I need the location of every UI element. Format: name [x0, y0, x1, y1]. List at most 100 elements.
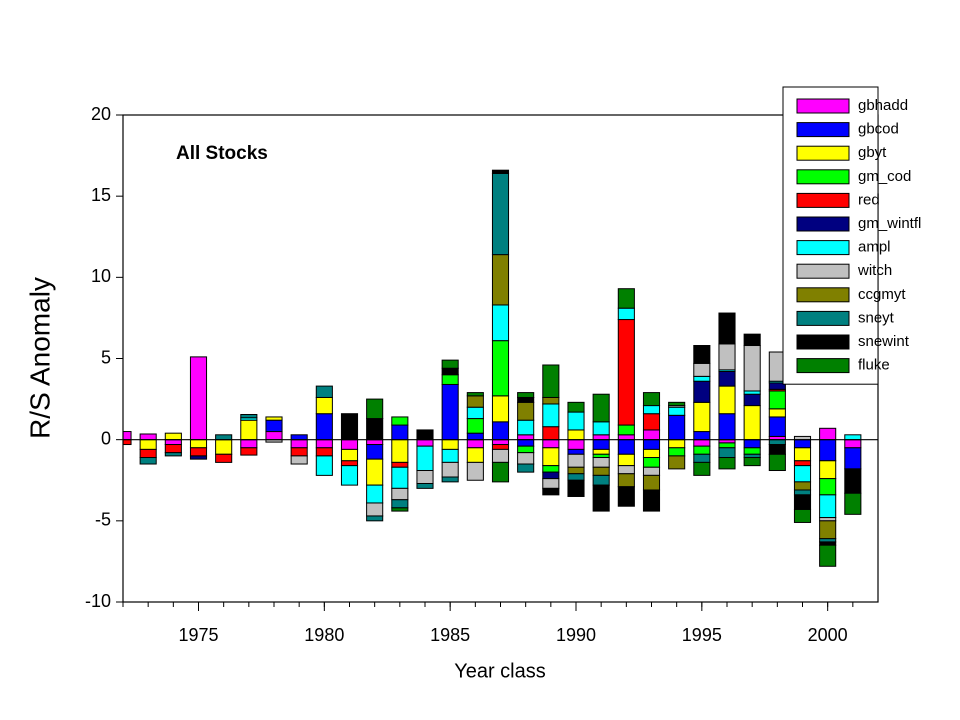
chart-title: All Stocks [176, 143, 268, 164]
bar-segment [592, 457, 610, 468]
legend-label: gbcod [858, 121, 899, 138]
bar-segment [592, 484, 610, 512]
bar-segment [743, 439, 761, 449]
bar-segment [366, 439, 384, 446]
legend-swatch [796, 169, 850, 185]
legend-label: red [858, 191, 880, 208]
bar-segment [265, 419, 283, 433]
bar-segment [693, 461, 711, 476]
bars [123, 169, 862, 567]
bar-segment [642, 466, 661, 476]
bar-segment [668, 447, 686, 457]
bar-segment [793, 481, 812, 491]
bar-segment [491, 444, 510, 450]
bar-segment [567, 473, 585, 481]
bar-segment [642, 439, 661, 450]
bar-segment [315, 439, 333, 449]
legend-swatch [796, 192, 850, 208]
bar-segment [743, 457, 761, 467]
bar-segment [617, 424, 635, 436]
bar-segment [542, 403, 560, 428]
bar-segment [592, 474, 610, 486]
bar-segment [366, 398, 384, 420]
x-tick-label: 1985 [430, 625, 470, 645]
bar-segment [391, 499, 409, 509]
bar-segment [567, 448, 585, 455]
bar-segment [542, 487, 560, 496]
bar-segment [768, 439, 786, 446]
bar-segment [718, 343, 736, 371]
bar-segment [491, 395, 510, 423]
bar-segment [668, 401, 686, 407]
bar-segment [517, 452, 535, 465]
bar-segment [617, 434, 635, 441]
bar-segment [290, 455, 308, 465]
bar-segment [189, 439, 208, 449]
bar-segment [466, 447, 484, 463]
bar-segment [743, 345, 761, 392]
bar-segment [718, 413, 736, 441]
bar-segment [668, 406, 686, 416]
bar-segment [391, 424, 409, 441]
bar-segment [768, 390, 786, 410]
bar-segment [391, 439, 409, 463]
legend-swatch [796, 263, 850, 279]
bar-segment [315, 455, 333, 476]
x-axis-label: Year class [454, 660, 546, 682]
bar-segment [164, 439, 182, 446]
bar-segment [642, 489, 661, 512]
bar-segment [441, 461, 459, 478]
bar-segment [567, 411, 585, 431]
bar-segment [542, 478, 560, 489]
bar-segment [416, 445, 434, 472]
bar-segment [819, 478, 837, 496]
bar-segment [592, 439, 610, 450]
legend-label: gm_cod [858, 168, 911, 185]
bar-segment [164, 432, 182, 441]
bar-segment [693, 375, 711, 382]
bar-segment [718, 442, 736, 449]
legend-swatch [796, 98, 850, 114]
bar-segment [617, 473, 635, 488]
bar-segment [517, 434, 535, 441]
bar-segment [366, 502, 384, 517]
bar-segment [718, 457, 736, 470]
bar-segment [164, 452, 182, 457]
bar-segment [617, 319, 635, 426]
bar-segment [441, 439, 459, 450]
bar-segment [718, 312, 736, 345]
bar-segment [668, 439, 686, 449]
bar-segment [642, 474, 661, 491]
bar-segment [340, 439, 359, 450]
bar-segment [567, 479, 585, 497]
bar-segment [819, 520, 837, 540]
bar-segment [240, 419, 258, 441]
bar-segment [391, 487, 409, 501]
bar-segment [416, 429, 434, 441]
bar-segment [466, 418, 484, 434]
bar-segment [139, 448, 157, 459]
x-tick-label: 1990 [556, 625, 596, 645]
bar-segment [793, 508, 812, 523]
bar-segment [215, 439, 233, 455]
x-tick-label: 1975 [178, 625, 218, 645]
bar-segment [542, 447, 560, 467]
y-tick-label: 20 [91, 104, 111, 124]
x-tick-label: 2000 [808, 625, 848, 645]
bar-segment [819, 494, 837, 519]
bar-segment [491, 461, 510, 483]
bar-segment [265, 416, 283, 421]
bar-segment [441, 448, 459, 463]
bar-segment [617, 439, 635, 455]
bar-segment [265, 431, 283, 441]
bar-segment [466, 439, 484, 449]
bar-segment [743, 405, 761, 441]
bar-segment [466, 461, 484, 481]
legend-label: snewint [858, 333, 910, 350]
bar-segment [542, 465, 560, 473]
bar-segment [441, 359, 459, 369]
bar-segment [642, 457, 661, 468]
bar-segment [517, 439, 535, 447]
bar-segment [315, 447, 333, 457]
bar-segment [693, 445, 711, 455]
